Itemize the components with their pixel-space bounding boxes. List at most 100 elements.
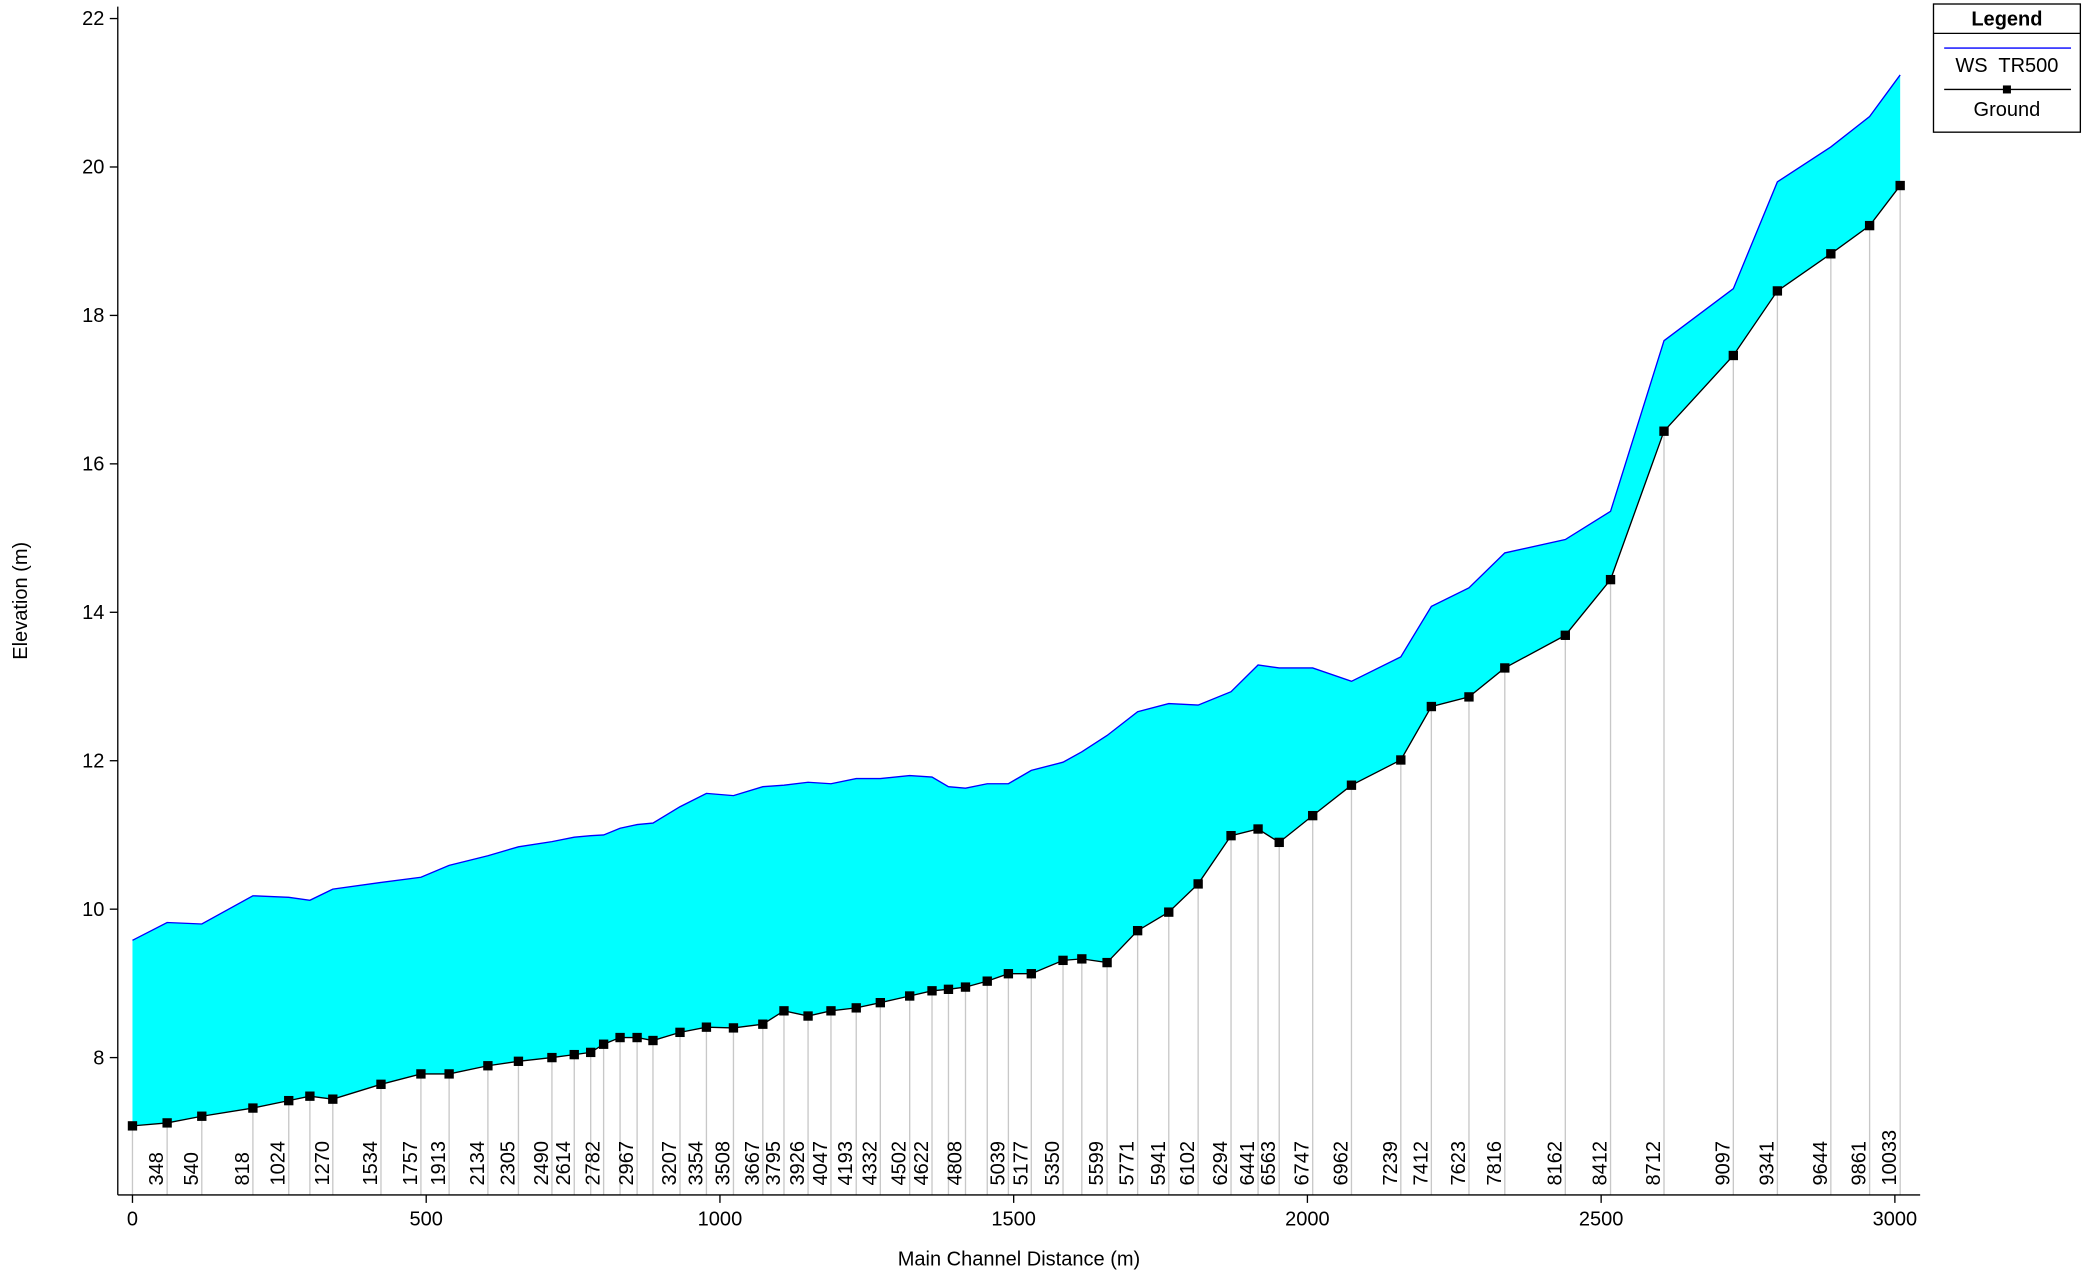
y-axis-label: Elevation (m) [10, 542, 32, 660]
point-marker [851, 1003, 861, 1013]
point-marker [826, 1006, 836, 1016]
point-marker [779, 1006, 789, 1016]
station-label: 3795 [763, 1141, 785, 1186]
x-tick-label: 1000 [698, 1209, 743, 1231]
station-label: 8412 [1590, 1141, 1612, 1186]
station-label: 9341 [1756, 1141, 1778, 1186]
station-label: 4193 [835, 1141, 857, 1186]
station-label: 2614 [553, 1141, 575, 1186]
legend-title: Legend [1971, 8, 2042, 30]
point-marker [197, 1111, 207, 1121]
x-tick-label: 0 [127, 1209, 138, 1231]
legend-box [1932, 3, 2082, 133]
point-marker [648, 1035, 658, 1046]
station-label: 3354 [685, 1141, 707, 1186]
station-label: 6102 [1177, 1141, 1199, 1186]
point-marker [1077, 954, 1087, 964]
station-label: 5599 [1086, 1141, 1108, 1186]
point-marker [615, 1032, 625, 1043]
x-tick-label: 2000 [1285, 1209, 1330, 1231]
y-tick-label: 18 [82, 305, 104, 327]
point-marker [513, 1056, 524, 1066]
station-label: 6747 [1292, 1141, 1314, 1186]
point-marker [1826, 249, 1836, 259]
station-label: 540 [181, 1152, 203, 1185]
point-marker [1164, 907, 1174, 917]
y-tick-label: 14 [82, 602, 104, 624]
point-marker [569, 1049, 579, 1060]
y-tick-label: 8 [93, 1047, 104, 1069]
point-marker [1003, 969, 1014, 979]
point-marker [1253, 824, 1263, 834]
point-marker [1058, 955, 1068, 966]
point-marker [284, 1095, 294, 1106]
station-label: 2782 [583, 1141, 605, 1186]
station-label: 4502 [889, 1141, 911, 1186]
station-label: 7623 [1448, 1141, 1470, 1186]
point-marker [586, 1047, 596, 1058]
point-marker [875, 997, 885, 1008]
point-marker [547, 1052, 557, 1063]
point-marker [728, 1023, 739, 1033]
series-line [132, 74, 1901, 941]
point-marker [1772, 286, 1783, 296]
point-marker [127, 1121, 138, 1131]
x-axis-label: Main Channel Distance (m) [898, 1249, 1141, 1271]
y-tick-label: 20 [82, 157, 104, 179]
station-label: 5177 [1010, 1141, 1032, 1186]
station-label: 4047 [810, 1141, 832, 1186]
y-tick-label: 22 [82, 8, 104, 30]
point-marker [162, 1118, 172, 1128]
point-marker [305, 1091, 315, 1101]
point-marker [1346, 780, 1357, 790]
legend: Legend WS TR500 Ground [1932, 3, 2082, 133]
station-label: 8162 [1544, 1141, 1566, 1186]
point-marker [1864, 220, 1875, 231]
point-marker [1500, 663, 1510, 673]
point-marker [1274, 837, 1284, 848]
point-marker [328, 1094, 338, 1104]
station-label: 7412 [1410, 1141, 1432, 1186]
x-tick-label: 1500 [991, 1209, 1036, 1231]
station-label: 7239 [1380, 1141, 1402, 1186]
point-marker [598, 1039, 609, 1049]
legend-label: WS TR500 [1955, 55, 2058, 77]
station-label: 4332 [859, 1141, 881, 1186]
station-label: 5350 [1042, 1141, 1064, 1186]
station-label: 9861 [1849, 1141, 1871, 1186]
point-marker [1102, 957, 1112, 968]
y-tick-label: 16 [82, 454, 104, 476]
point-marker [1226, 831, 1236, 841]
point-marker [927, 986, 937, 996]
station-label: 2967 [616, 1141, 638, 1186]
station-label: 348 [146, 1152, 168, 1185]
point-marker [1193, 879, 1203, 889]
point-marker [675, 1027, 685, 1038]
water-area [132, 74, 1901, 1126]
point-marker [376, 1079, 386, 1089]
point-marker [1895, 180, 1905, 191]
station-label: 6962 [1330, 1141, 1352, 1186]
station-label: 1757 [400, 1141, 422, 1186]
point-marker [960, 982, 971, 992]
plot: 348 540 818 1024 1270 1534 1757 1913 2134 2305 249… [127, 74, 1905, 1195]
y-tick-label: 12 [82, 750, 104, 772]
station-label: 4808 [944, 1141, 966, 1186]
station-label: 3508 [712, 1141, 734, 1186]
point-marker [1605, 574, 1616, 585]
station-label: 1024 [268, 1141, 290, 1186]
point-marker [1308, 810, 1318, 821]
station-label: 7816 [1484, 1141, 1506, 1186]
station-label: 8712 [1643, 1141, 1665, 1186]
station-label: 10033 [1879, 1130, 1901, 1186]
station-label: 3207 [659, 1141, 681, 1186]
point-marker [1659, 426, 1669, 436]
station-label: 4622 [911, 1141, 933, 1186]
station-label: 1270 [312, 1141, 334, 1186]
point-marker [416, 1069, 426, 1079]
point-marker [982, 976, 992, 986]
legend-marker [2002, 85, 2011, 94]
series-line [132, 185, 1901, 1127]
point-marker [1728, 350, 1738, 361]
point-marker [803, 1011, 813, 1021]
